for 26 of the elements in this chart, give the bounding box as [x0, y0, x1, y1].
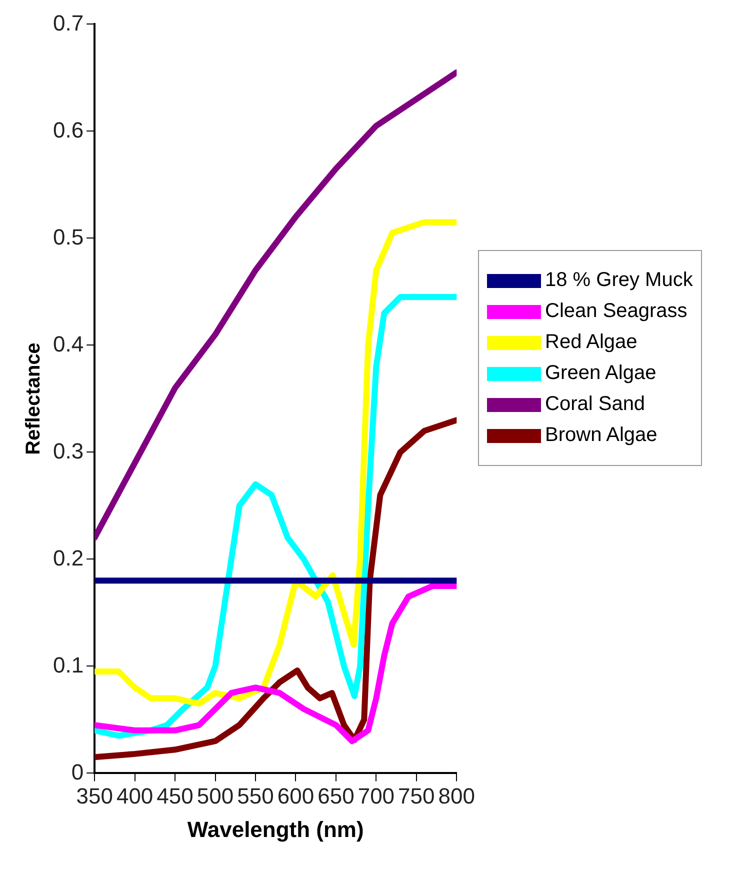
y-tick-label: 0.3 [52, 438, 84, 464]
x-tick-label: 500 [196, 783, 234, 808]
x-tick-label: 750 [398, 783, 435, 808]
legend-label: Coral Sand [545, 393, 646, 416]
x-tick-label: 650 [318, 783, 354, 808]
x-tick-label: 400 [116, 783, 154, 808]
legend-label: Clean Seagrass [545, 300, 688, 323]
x-axis-title: Wavelength (nm) [187, 816, 364, 842]
legend-label: 18 % Grey Muck [545, 269, 693, 292]
y-tick-label: 0.4 [52, 331, 84, 356]
x-tick-label: 550 [237, 783, 274, 808]
x-tick-label: 450 [156, 783, 194, 808]
x-tick-label: 800 [438, 783, 476, 808]
y-tick-label: 0.1 [52, 652, 84, 678]
x-tick-label: 600 [277, 783, 314, 808]
legend-label: Brown Algae [545, 424, 658, 447]
x-tick-label: 700 [358, 783, 395, 808]
x-tick-label: 350 [76, 783, 113, 808]
y-tick-label: 0.5 [52, 224, 84, 250]
legend-label: Red Algae [545, 331, 638, 354]
y-tick-label: 0.2 [52, 545, 84, 570]
legend-label: Green Algae [545, 362, 656, 385]
y-tick-label: 0.6 [52, 117, 84, 142]
y-tick-label: 0.7 [52, 10, 84, 36]
y-axis-title: Reflectance [22, 342, 45, 455]
y-tick-label: 0 [71, 759, 84, 784]
